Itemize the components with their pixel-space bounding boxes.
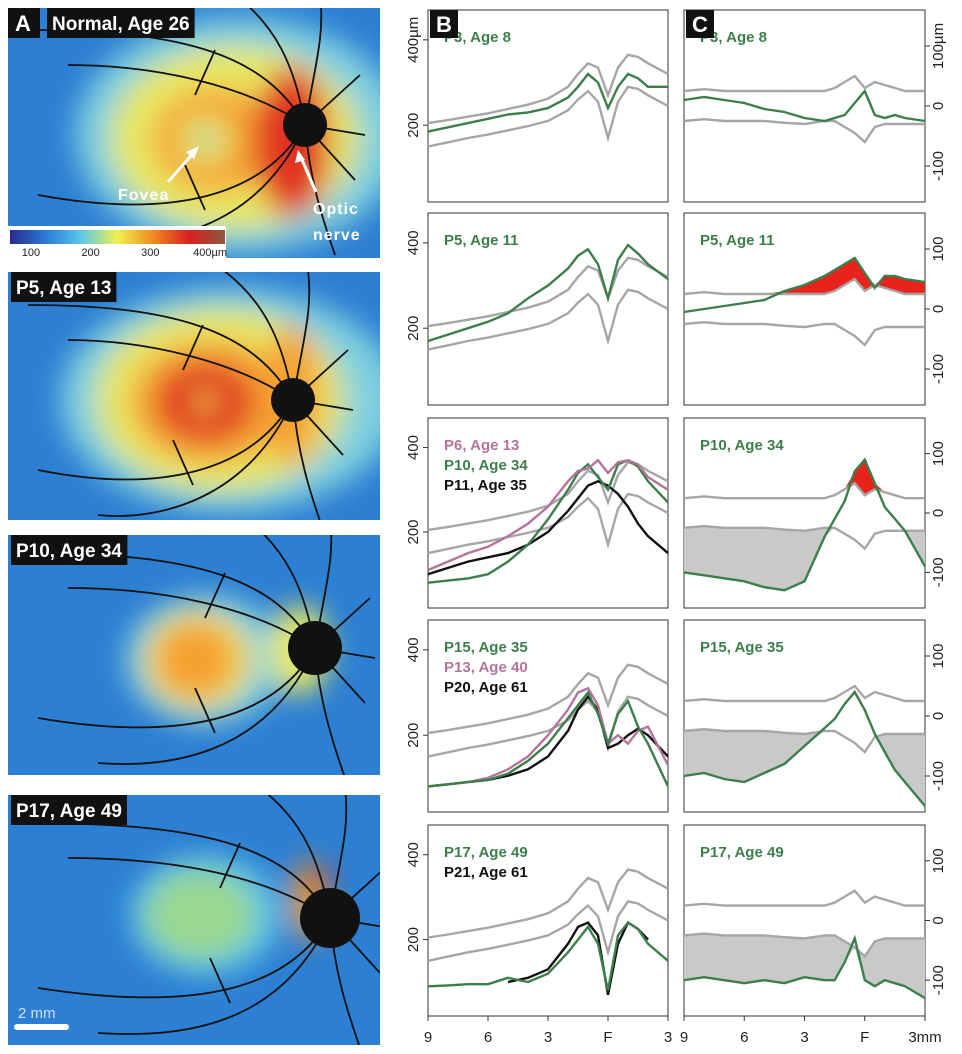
legend-label: P21, Age 61 <box>444 864 528 881</box>
y-tick-label: -100 <box>930 354 947 384</box>
y-tick-label: 400 <box>405 637 422 662</box>
x-tick-label: 3 <box>664 1029 672 1046</box>
optic-disc <box>288 621 342 675</box>
chart-panel: P6, Age 13 P10, Age 34 P11, Age 35 200 400 <box>405 418 668 608</box>
x-tick-label: 3mm <box>908 1029 941 1046</box>
y-tick-label: 200 <box>405 519 422 544</box>
y-tick-label: 400µm <box>405 17 422 63</box>
y-tick-label: 0 <box>930 305 947 313</box>
y-tick-label: 100 <box>930 441 947 466</box>
y-tick-label: 0 <box>930 509 947 517</box>
legend-label: P17, Age 49 <box>700 844 784 861</box>
colorbar <box>10 230 225 244</box>
y-tick-label: 100µm <box>930 23 947 69</box>
legend-label: P15, Age 35 <box>444 639 528 656</box>
colorbar-tick-label: 200 <box>81 247 99 259</box>
panel-letter: B <box>436 12 452 37</box>
y-tick-label: -100 <box>930 151 947 181</box>
chart-panel: P15, Age 35 -100 0 100 <box>684 620 947 812</box>
colorbar-tick-label: 300 <box>141 247 159 259</box>
y-tick-label: 400 <box>405 230 422 255</box>
y-tick-label: 200 <box>405 113 422 138</box>
chart-panel: P17, Age 49 P21, Age 61 200 400 9 6 3 F 3 <box>405 825 672 1046</box>
x-tick-label: 6 <box>484 1029 492 1046</box>
legend-label: P10, Age 34 <box>700 437 784 454</box>
y-tick-label: 400 <box>405 842 422 867</box>
annotation-nerve: nerve <box>313 227 361 244</box>
chart-panel: P3, Age 8-1000100µm <box>684 10 947 202</box>
scale-bar <box>14 1024 69 1030</box>
y-tick-label: 200 <box>405 927 422 952</box>
y-tick-label: -100 <box>930 761 947 791</box>
x-tick-label: 3 <box>800 1029 808 1046</box>
chart-panel: P5, Age 11 -100 0 100 <box>684 213 947 405</box>
x-tick-label: F <box>860 1029 869 1046</box>
panel-letter: C <box>692 12 708 37</box>
optic-disc <box>300 888 360 948</box>
legend-label: P5, Age 11 <box>700 232 775 249</box>
chart-panel: P5, Age 11 200 400 <box>405 213 668 405</box>
map-image <box>8 788 390 1048</box>
x-tick-label: 6 <box>740 1029 748 1046</box>
annotation-fovea: Fovea <box>118 187 169 204</box>
y-tick-label: 400 <box>405 435 422 460</box>
legend-label: P6, Age 13 <box>444 437 519 454</box>
y-tick-label: 100 <box>930 643 947 668</box>
map-label: P17, Age 49 <box>16 801 122 822</box>
optic-disc <box>283 103 327 147</box>
y-tick-label: 0 <box>930 712 947 720</box>
legend-label: P15, Age 35 <box>700 639 784 656</box>
y-tick-label: 0 <box>930 102 947 110</box>
y-tick-label: -100 <box>930 557 947 587</box>
colorbar-tick-label: 100 <box>22 247 40 259</box>
x-tick-label: 9 <box>424 1029 432 1046</box>
retina-map: P5, Age 13 <box>8 270 400 530</box>
map-image <box>8 0 405 258</box>
y-tick-label: 200 <box>405 723 422 748</box>
map-image <box>8 270 400 530</box>
y-tick-label: 100 <box>930 236 947 261</box>
chart-panel: P17, Age 49 -100 0 100 9 6 3 F 3mm <box>680 825 947 1046</box>
legend-label: P13, Age 40 <box>444 659 528 676</box>
optic-disc <box>271 378 315 422</box>
thickness-blob <box>197 132 213 148</box>
y-tick-label: 0 <box>930 916 947 924</box>
thickness-blob <box>195 392 215 412</box>
legend-label: P17, Age 49 <box>444 844 528 861</box>
figure: Normal, Age 26 P5, Age 13 P10, Age 34 P17, … <box>0 0 962 1054</box>
x-tick-label: 9 <box>680 1029 688 1046</box>
map-label: P5, Age 13 <box>16 278 111 299</box>
x-tick-label: F <box>603 1029 612 1046</box>
retina-map: P17, Age 49 <box>8 788 390 1048</box>
legend-label: P5, Age 11 <box>444 232 519 249</box>
legend-label: P10, Age 34 <box>444 457 528 474</box>
colorbar-tick-label: 400µm <box>193 247 227 259</box>
annotation-optic: Optic <box>313 201 359 218</box>
scale-bar-label: 2 mm <box>18 1005 56 1022</box>
x-tick-label: 3 <box>544 1029 552 1046</box>
retina-map: P10, Age 34 <box>8 518 380 778</box>
legend-label: P20, Age 61 <box>444 679 528 696</box>
thickness-blob <box>145 870 255 960</box>
legend-label: P11, Age 35 <box>444 477 527 494</box>
chart-panel: P10, Age 34 -100 0 100 <box>684 418 947 608</box>
panel-letter: A <box>15 11 31 36</box>
y-tick-label: 200 <box>405 316 422 341</box>
thickness-blob <box>155 622 235 698</box>
map-label: Normal, Age 26 <box>52 14 190 35</box>
chart-panel: P15, Age 35 P13, Age 40 P20, Age 61 200 400 <box>405 620 668 812</box>
y-tick-label: 100 <box>930 848 947 873</box>
map-label: P10, Age 34 <box>16 541 122 562</box>
retina-map: Normal, Age 26 <box>8 0 405 258</box>
y-tick-label: -100 <box>930 965 947 995</box>
